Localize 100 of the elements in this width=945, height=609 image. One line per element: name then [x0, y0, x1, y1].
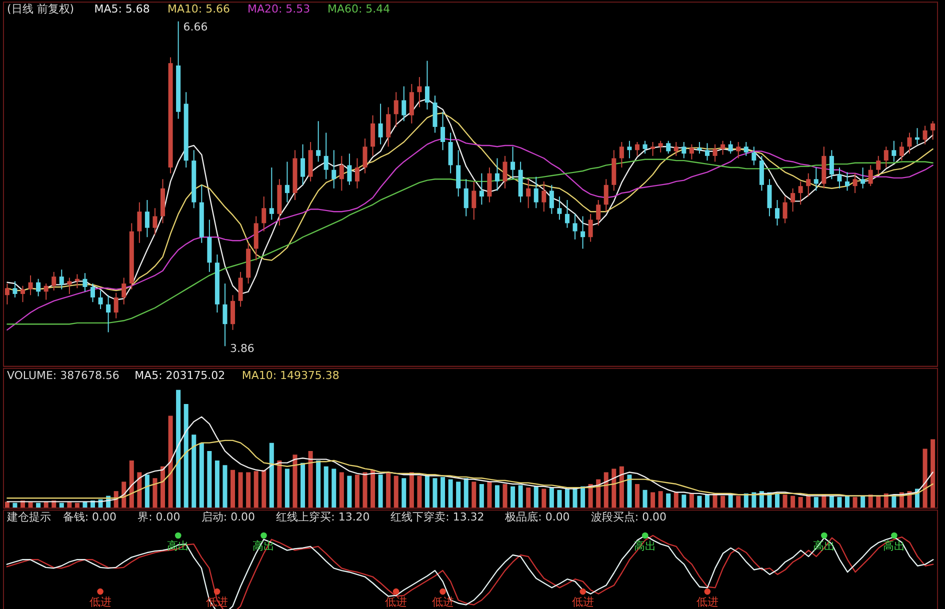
bar [534, 486, 538, 508]
bar [184, 404, 188, 508]
chart-title: VOLUME: 387678.56 [6, 368, 120, 382]
candlestick [682, 142, 686, 159]
bar [432, 478, 438, 508]
bar [619, 466, 624, 508]
bar [852, 496, 858, 508]
text: MA10: 5.66 [167, 2, 230, 16]
candlestick [674, 142, 678, 156]
bar [487, 482, 492, 508]
candlestick [59, 269, 64, 290]
candlestick [464, 178, 468, 217]
bar [254, 471, 258, 508]
candlestick [354, 158, 360, 189]
bar [689, 493, 694, 508]
bar [12, 502, 18, 508]
text: 备钱: 0.00 [62, 510, 116, 524]
candlestick [284, 161, 290, 203]
bar [207, 451, 212, 508]
bar [456, 482, 461, 508]
candlestick [52, 271, 56, 291]
candlestick [806, 172, 811, 198]
bar [612, 468, 616, 508]
bar [518, 485, 523, 508]
bar [596, 479, 601, 508]
bar [494, 485, 500, 508]
candlestick [4, 283, 10, 305]
text: 低进 [385, 596, 408, 609]
candlestick [394, 92, 398, 128]
candlestick [424, 60, 430, 110]
candlestick [884, 146, 888, 168]
bar [36, 502, 41, 508]
candlestick [634, 142, 640, 156]
bar [790, 496, 796, 508]
candlestick [814, 167, 818, 192]
candlestick [580, 216, 586, 250]
bar [284, 468, 290, 508]
candlestick [269, 167, 274, 220]
candlestick [28, 274, 33, 296]
bar [634, 484, 640, 508]
bar [845, 496, 850, 508]
candlestick [899, 142, 904, 162]
bar [59, 502, 64, 508]
bar [308, 451, 313, 508]
candlestick [409, 84, 414, 124]
candlestick [752, 146, 756, 166]
candlestick [837, 167, 842, 189]
candlestick [852, 172, 858, 194]
candlestick [238, 271, 243, 308]
bar [564, 488, 570, 508]
candlestick [332, 150, 336, 189]
annotation: 6.66 [183, 20, 208, 34]
candlestick [642, 140, 648, 154]
candlestick [12, 280, 18, 298]
candlestick [370, 114, 376, 156]
bar [74, 502, 80, 508]
bar [222, 465, 228, 508]
text: MA60: 5.44 [328, 2, 390, 16]
candlestick [114, 292, 118, 319]
bar [370, 470, 376, 508]
candlestick [604, 178, 608, 212]
bar [144, 474, 150, 508]
bar [129, 460, 134, 508]
bar [837, 496, 842, 508]
bar [464, 478, 468, 508]
candlestick [324, 132, 328, 180]
bar [332, 468, 336, 508]
bar [176, 390, 181, 508]
text: MA10: 149375.38 [242, 368, 340, 382]
candlestick [36, 278, 41, 297]
candlestick [704, 142, 710, 162]
bar [728, 494, 733, 508]
candlestick [510, 146, 516, 180]
candlestick [339, 155, 344, 192]
candlestick [930, 120, 936, 140]
candlestick [782, 196, 788, 224]
bar [720, 496, 726, 508]
candlestick [526, 178, 531, 209]
bar [542, 488, 546, 508]
bar [277, 460, 282, 508]
bar [137, 472, 142, 508]
candlestick [494, 158, 500, 192]
candlestick [627, 140, 632, 159]
candlestick [728, 140, 733, 154]
bar [604, 472, 608, 508]
bar [502, 484, 508, 508]
bar [806, 496, 811, 508]
bar [339, 472, 344, 508]
bar [510, 486, 516, 508]
bar [697, 496, 702, 508]
bar [627, 474, 632, 508]
candlestick [720, 140, 726, 156]
bar [829, 496, 834, 508]
candlestick [892, 140, 896, 162]
bar [440, 476, 446, 508]
candlestick [44, 283, 48, 300]
bar [378, 474, 383, 508]
candlestick [774, 200, 780, 226]
candlestick [472, 180, 476, 220]
text: MA5: 5.68 [94, 2, 150, 16]
